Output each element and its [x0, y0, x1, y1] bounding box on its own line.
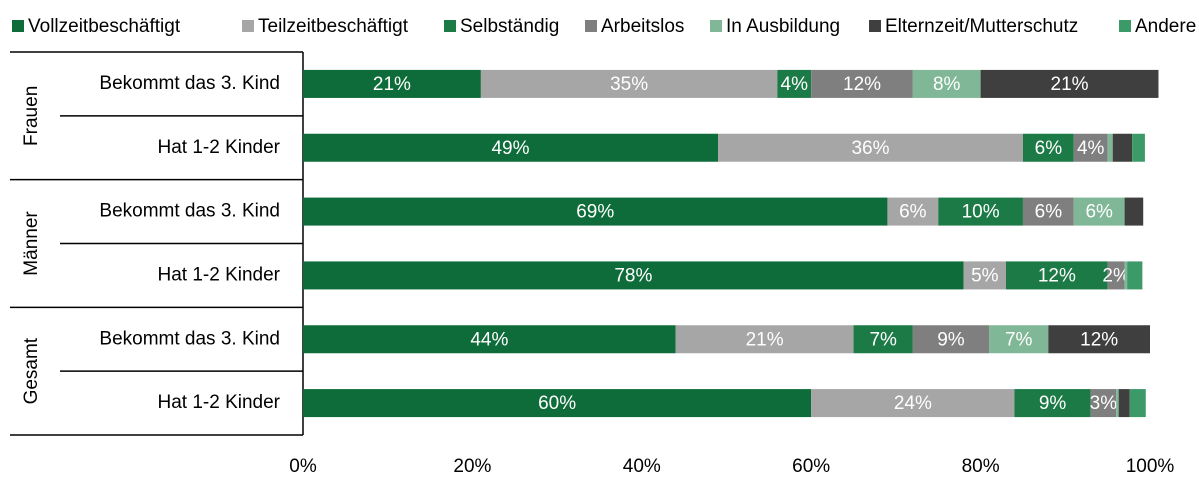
bar-segment [1129, 389, 1146, 418]
data-label: 10% [962, 202, 1000, 223]
legend-swatch [710, 20, 722, 32]
legend-swatch [869, 20, 881, 32]
bar-segment [938, 197, 1023, 226]
bar-segment [1116, 389, 1119, 418]
legend-label: In Ausbildung [726, 16, 840, 37]
row-label: Bekommt das 3. Kind [99, 328, 280, 349]
data-label: 7% [1005, 329, 1033, 350]
bar-segment [811, 69, 913, 98]
bar-segment [1048, 325, 1150, 354]
data-label: 78% [614, 265, 652, 286]
group-label: Männer [21, 211, 42, 276]
data-label: 6% [1035, 138, 1063, 159]
bar-segment [980, 69, 1159, 98]
bar-segment [912, 69, 981, 98]
bar-segment [1124, 261, 1128, 290]
bar-segment [1132, 133, 1145, 162]
data-label: 6% [1085, 202, 1113, 223]
legend-label: Teilzeitbeschäftigt [258, 16, 409, 37]
bar-segment [1090, 389, 1117, 418]
bar-segment [912, 325, 990, 354]
x-tick-label: 20% [453, 456, 491, 477]
data-label: 36% [851, 138, 889, 159]
bar-segment [887, 197, 939, 226]
bar-segment [480, 69, 778, 98]
bar-segment [303, 197, 888, 226]
x-tick-label: 60% [792, 456, 830, 477]
bar-segment [303, 325, 676, 354]
bar-segment [1022, 133, 1074, 162]
data-label: 12% [1038, 265, 1076, 286]
bar-segment [963, 261, 1007, 290]
row-label: Hat 1-2 Kinder [157, 137, 280, 158]
bar-segment [777, 69, 812, 98]
data-label: 6% [899, 202, 927, 223]
data-label: 69% [576, 202, 614, 223]
bar-segment [1073, 197, 1125, 226]
bar-segment [1014, 389, 1091, 418]
data-label: 21% [1051, 74, 1089, 95]
data-label: 7% [869, 329, 897, 350]
data-label: 21% [373, 74, 411, 95]
legend-swatch [242, 20, 254, 32]
x-tick-label: 100% [1126, 456, 1175, 477]
data-label: 5% [971, 265, 999, 286]
legend-label: Selbständig [460, 16, 559, 37]
data-label: 6% [1035, 202, 1063, 223]
data-label: 35% [610, 74, 648, 95]
bar-segment [1006, 261, 1108, 290]
group-label: Gesamt [21, 337, 42, 404]
data-label: 12% [1080, 329, 1118, 350]
bar-segment [303, 261, 964, 290]
data-label: 49% [491, 138, 529, 159]
bar-segment [1107, 261, 1125, 290]
bar-segment [718, 133, 1023, 162]
bar-segment [1022, 197, 1074, 226]
data-label: 3% [1090, 393, 1118, 414]
row-label: Hat 1-2 Kinder [157, 264, 280, 285]
row-label: Bekommt das 3. Kind [99, 201, 280, 222]
legend-swatch [444, 20, 456, 32]
bar-segment [1073, 133, 1108, 162]
data-label: 12% [843, 74, 881, 95]
legend-swatch [1119, 20, 1131, 32]
legend-label: Andere [1135, 16, 1196, 37]
bar-segment [853, 325, 913, 354]
x-tick-label: 40% [623, 456, 661, 477]
data-label: 8% [933, 74, 961, 95]
bar-segment [811, 389, 1015, 418]
bar-segment [1118, 389, 1130, 418]
data-label: 4% [1077, 138, 1105, 159]
data-label: 2% [1102, 265, 1130, 286]
legend-swatch [12, 20, 24, 32]
legend-swatch [585, 20, 597, 32]
bar-segment [1127, 261, 1143, 290]
x-tick-label: 80% [962, 456, 1000, 477]
data-label: 9% [1039, 393, 1067, 414]
legend-label: Arbeitslos [601, 16, 684, 37]
bar-segment [303, 69, 481, 98]
data-label: 60% [538, 393, 576, 414]
row-label: Bekommt das 3. Kind [99, 73, 280, 94]
legend-label: Vollzeitbeschäftigt [28, 16, 181, 37]
group-label: Frauen [21, 86, 42, 146]
bar-segment [675, 325, 854, 354]
bar-segment [1107, 133, 1113, 162]
x-tick-label: 0% [289, 456, 317, 477]
row-label: Hat 1-2 Kinder [157, 392, 280, 413]
bar-segment [1112, 133, 1133, 162]
bar-segment [1124, 197, 1144, 226]
bar-segment [989, 325, 1049, 354]
bar-segment [303, 133, 719, 162]
data-label: 21% [746, 329, 784, 350]
data-label: 9% [937, 329, 965, 350]
data-label: 24% [894, 393, 932, 414]
data-label: 44% [470, 329, 508, 350]
bar-segment [303, 389, 812, 418]
data-label: 4% [781, 74, 809, 95]
legend-label: Elternzeit/Mutterschutz [885, 16, 1078, 37]
